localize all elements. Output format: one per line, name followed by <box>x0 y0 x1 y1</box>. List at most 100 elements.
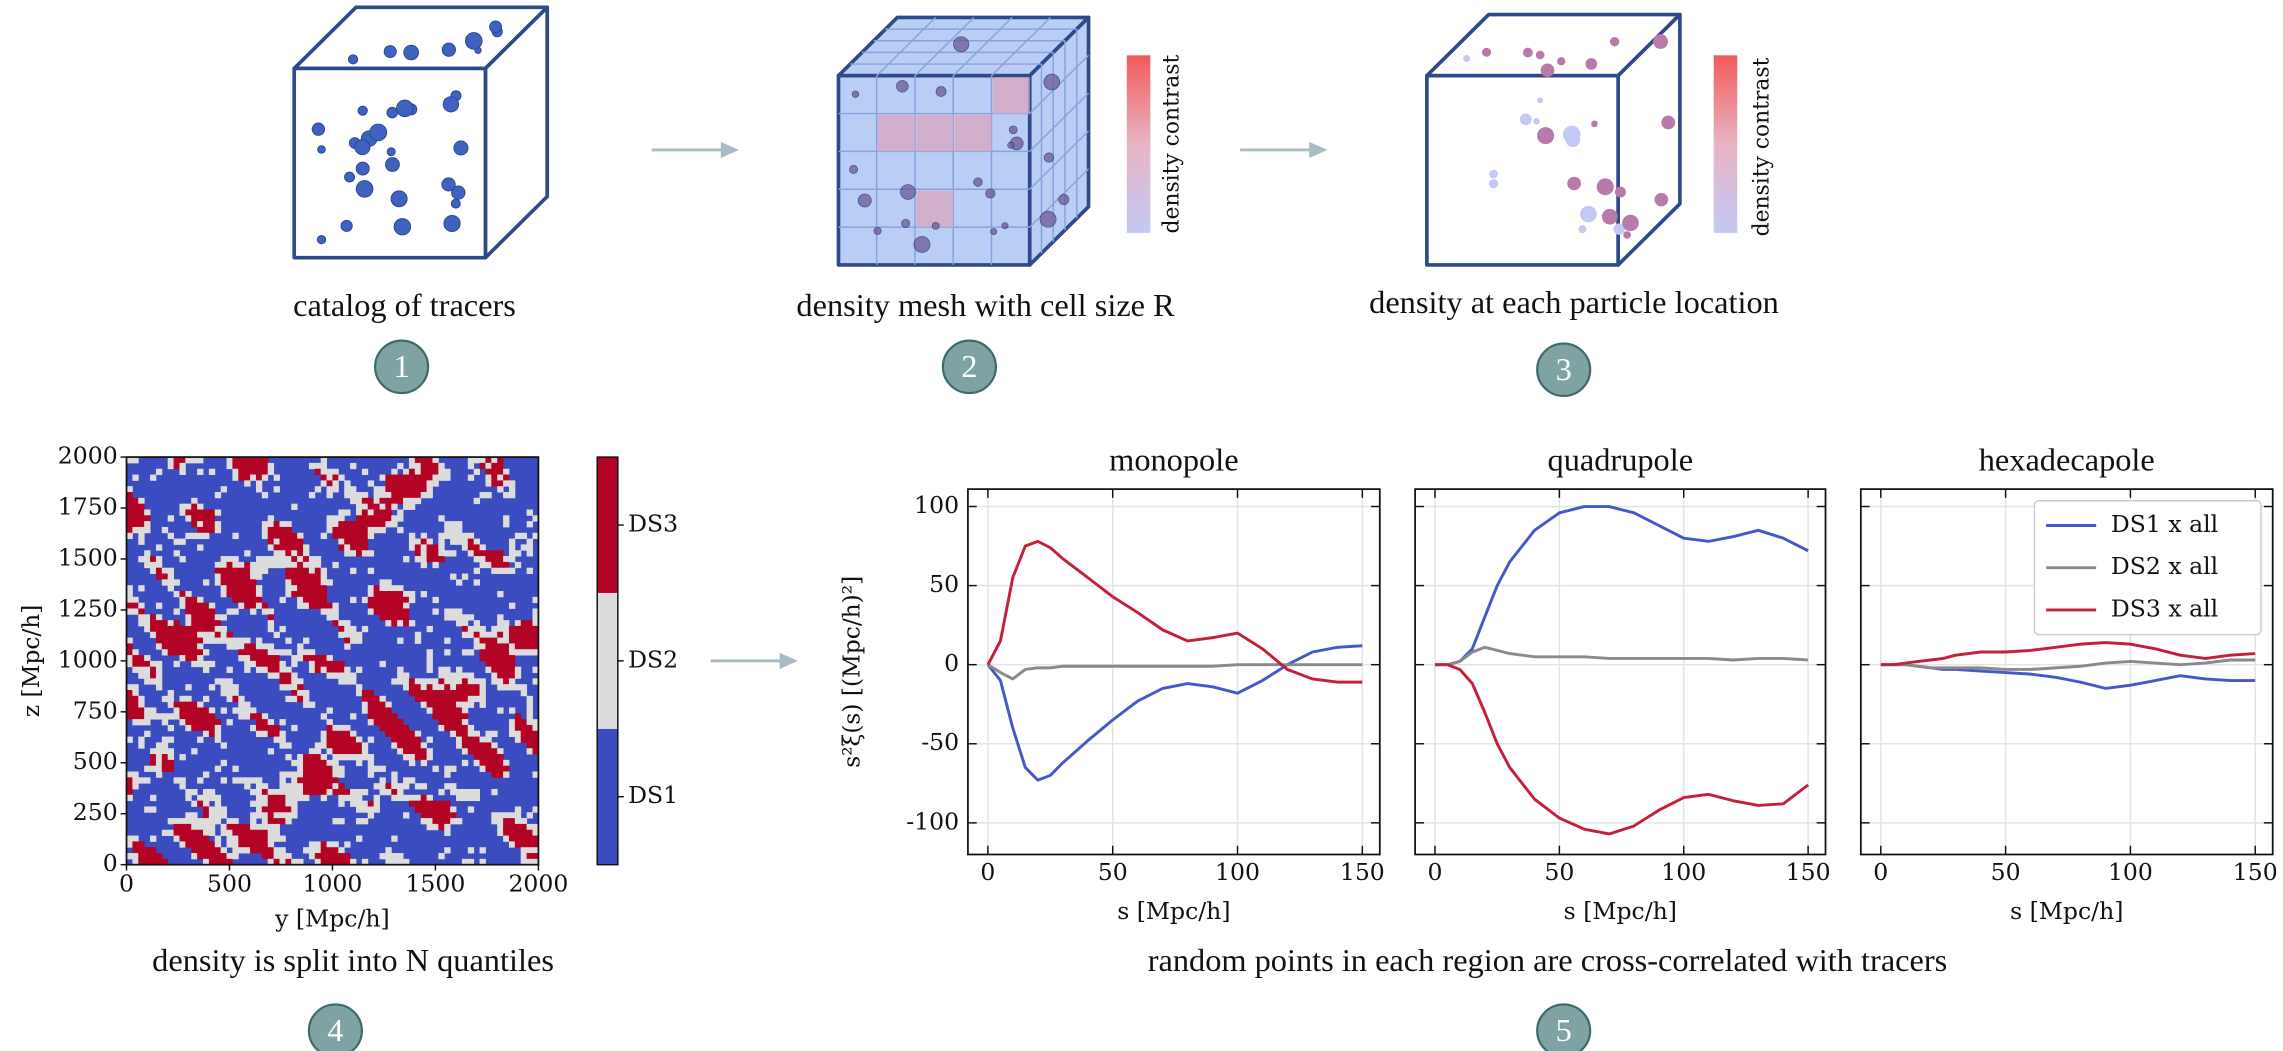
density-cell <box>191 824 197 830</box>
density-cell <box>397 673 403 679</box>
density-cell <box>179 469 185 475</box>
density-cell <box>415 742 421 748</box>
density-cell <box>256 562 262 568</box>
density-cell <box>327 748 333 754</box>
density-cell <box>297 550 303 556</box>
density-cell <box>444 614 450 620</box>
density-cell <box>485 731 491 737</box>
density-cell <box>368 533 374 539</box>
density-cell <box>368 772 374 778</box>
tracer <box>1044 153 1054 162</box>
density-cell <box>350 754 356 760</box>
density-cell <box>185 725 191 731</box>
density-cell <box>232 568 238 574</box>
density-cell <box>232 841 238 847</box>
density-cell <box>185 603 191 609</box>
density-cell <box>238 579 244 585</box>
density-cell <box>303 789 309 795</box>
density-cell <box>497 649 503 655</box>
density-cell <box>409 498 415 504</box>
density-cell <box>185 836 191 842</box>
density-cell <box>156 603 162 609</box>
density-cell <box>444 818 450 824</box>
density-cell <box>174 626 180 632</box>
density-cell <box>321 608 327 614</box>
density-cell <box>321 480 327 486</box>
density-cell <box>474 690 480 696</box>
density-cell <box>191 789 197 795</box>
density-cell <box>197 469 203 475</box>
density-cell <box>421 783 427 789</box>
density-cell <box>415 498 421 504</box>
density-cell <box>415 556 421 562</box>
density-cell <box>397 480 403 486</box>
density-cell <box>397 486 403 492</box>
density-cell <box>515 818 521 824</box>
density-cell <box>215 725 221 731</box>
density-cell <box>321 754 327 760</box>
density-cell <box>138 608 144 614</box>
density-cell <box>427 806 433 812</box>
density-cell <box>232 562 238 568</box>
density-cell <box>462 707 468 713</box>
density-cell <box>203 719 209 725</box>
density-cell <box>191 620 197 626</box>
density-cell <box>403 608 409 614</box>
density-cell <box>244 655 250 661</box>
density-cell <box>291 789 297 795</box>
density-cell <box>427 702 433 708</box>
density-cell <box>179 638 185 644</box>
density-cell <box>297 789 303 795</box>
density-cell <box>462 533 468 539</box>
density-cell <box>279 847 285 853</box>
density-cell <box>450 678 456 684</box>
density-cell <box>168 626 174 632</box>
density-cell <box>397 608 403 614</box>
density-cell <box>527 702 533 708</box>
density-cell <box>527 643 533 649</box>
tracer <box>1040 211 1056 227</box>
density-cell <box>215 527 221 533</box>
density-cell <box>303 783 309 789</box>
density-cell <box>127 527 133 533</box>
density-cell <box>256 719 262 725</box>
density-cell <box>362 498 368 504</box>
density-cell <box>209 713 215 719</box>
density-cell <box>156 661 162 667</box>
density-cell <box>221 632 227 638</box>
density-cell <box>321 737 327 743</box>
density-cell <box>256 783 262 789</box>
density-cell <box>421 463 427 469</box>
density-cell <box>127 643 133 649</box>
density-cell <box>356 632 362 638</box>
density-cell <box>256 841 262 847</box>
density-cell <box>356 550 362 556</box>
density-cell <box>415 469 421 475</box>
chart-title: hexadecapole <box>1979 441 2155 477</box>
density-cell <box>509 556 515 562</box>
density-cell <box>227 591 233 597</box>
density-cell <box>209 521 215 527</box>
density-cell <box>438 673 444 679</box>
density-cell <box>268 608 274 614</box>
step-number: 4 <box>327 1012 343 1048</box>
density-cell <box>127 702 133 708</box>
density-cell <box>174 830 180 836</box>
density-cell <box>291 777 297 783</box>
density-cell <box>356 533 362 539</box>
density-cell <box>403 475 409 481</box>
density-cell <box>291 661 297 667</box>
density-cell <box>515 719 521 725</box>
density-cell <box>450 789 456 795</box>
density-cell <box>144 847 150 853</box>
density-cell <box>174 649 180 655</box>
density-cell <box>380 521 386 527</box>
density-cell <box>250 643 256 649</box>
density-cell <box>462 719 468 725</box>
density-cell <box>227 853 233 859</box>
density-cell <box>138 847 144 853</box>
density-cell <box>262 783 268 789</box>
density-cell <box>497 707 503 713</box>
density-cell <box>444 847 450 853</box>
density-cell <box>385 597 391 603</box>
